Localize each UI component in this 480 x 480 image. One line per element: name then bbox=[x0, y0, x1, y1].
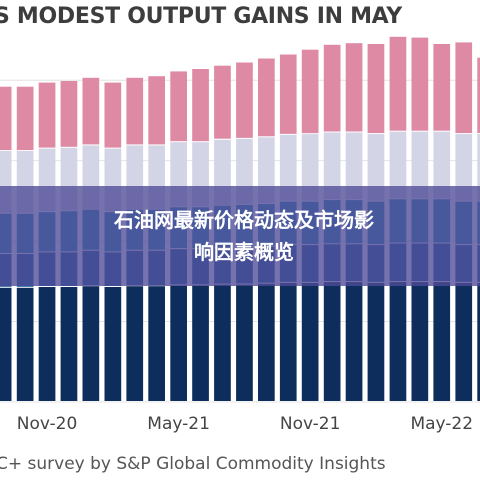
bar-segment bbox=[301, 282, 319, 401]
bar-segment bbox=[455, 282, 473, 401]
bar-segment bbox=[323, 132, 341, 200]
bar-segment bbox=[16, 86, 34, 151]
bar-segment bbox=[258, 58, 275, 137]
headline-banner bbox=[0, 186, 480, 286]
bar-segment bbox=[258, 283, 275, 401]
chart-title: S MODEST OUTPUT GAINS IN MAY bbox=[0, 4, 402, 29]
bar-segment bbox=[60, 81, 78, 147]
bar-segment bbox=[433, 44, 451, 131]
bar-segment bbox=[345, 282, 363, 401]
bar-segment bbox=[60, 287, 78, 401]
bar-segment bbox=[16, 287, 34, 401]
x-tick-label: Nov-21 bbox=[280, 414, 341, 434]
bar-segment bbox=[170, 71, 187, 142]
bar-segment bbox=[345, 43, 363, 132]
bar-segment bbox=[170, 285, 187, 401]
bar-segment bbox=[389, 282, 407, 401]
bar-segment bbox=[82, 286, 100, 401]
bar-segment bbox=[411, 131, 429, 199]
bar-segment bbox=[455, 134, 473, 201]
bar-segment bbox=[389, 36, 407, 131]
headline-line-2: 响因素概览 bbox=[194, 240, 294, 264]
bar-segment bbox=[0, 151, 12, 213]
bar-segment bbox=[279, 54, 297, 134]
bar-segment bbox=[301, 134, 319, 201]
bar-segment bbox=[323, 44, 341, 132]
bar-segment bbox=[433, 282, 451, 401]
bar-segment bbox=[323, 282, 341, 401]
bar-segment bbox=[411, 282, 429, 401]
bar-segment bbox=[279, 282, 297, 401]
x-tick-label: Nov-20 bbox=[17, 414, 78, 434]
x-tick-label: May-22 bbox=[410, 414, 473, 434]
bar-segment bbox=[345, 132, 363, 200]
bar-segment bbox=[477, 282, 480, 401]
bar-segment bbox=[0, 86, 12, 151]
bar-segment bbox=[455, 42, 473, 134]
bar-segment bbox=[367, 134, 385, 201]
bar-segment bbox=[104, 287, 122, 401]
bar-segment bbox=[389, 131, 407, 199]
bar-segment bbox=[477, 134, 480, 201]
bar-segment bbox=[411, 37, 429, 131]
headline-line-1: 石油网最新价格动态及市场影 bbox=[114, 208, 374, 232]
bar-segment bbox=[126, 77, 144, 145]
bar-segment bbox=[148, 286, 165, 401]
bar-segment bbox=[477, 57, 480, 134]
bar-segment bbox=[367, 44, 385, 134]
bar-segment bbox=[214, 284, 231, 401]
bar-segment bbox=[38, 287, 56, 401]
bar-segment bbox=[192, 69, 209, 142]
bar-segment bbox=[192, 285, 209, 401]
bar-segment bbox=[126, 286, 144, 401]
bar-segment bbox=[236, 62, 253, 138]
bar-segment bbox=[82, 77, 100, 145]
bar-segment bbox=[0, 287, 12, 401]
bar-segment bbox=[367, 282, 385, 401]
bar-segment bbox=[433, 131, 451, 199]
bar-segment bbox=[279, 134, 297, 201]
bar-segment bbox=[236, 284, 253, 401]
source-note: C+ survey by S&P Global Commodity Insigh… bbox=[0, 454, 386, 474]
x-tick-label: May-21 bbox=[147, 414, 210, 434]
bar-segment bbox=[104, 82, 122, 148]
bar-segment bbox=[301, 49, 319, 134]
bar-segment bbox=[214, 65, 231, 139]
bar-segment bbox=[148, 76, 165, 145]
bar-segment bbox=[38, 82, 56, 148]
headline-text: 石油网最新价格动态及市场影 响因素概览 bbox=[44, 204, 444, 268]
x-axis-tick-labels: Nov-20 May-21 Nov-21 May-22 bbox=[17, 414, 473, 434]
